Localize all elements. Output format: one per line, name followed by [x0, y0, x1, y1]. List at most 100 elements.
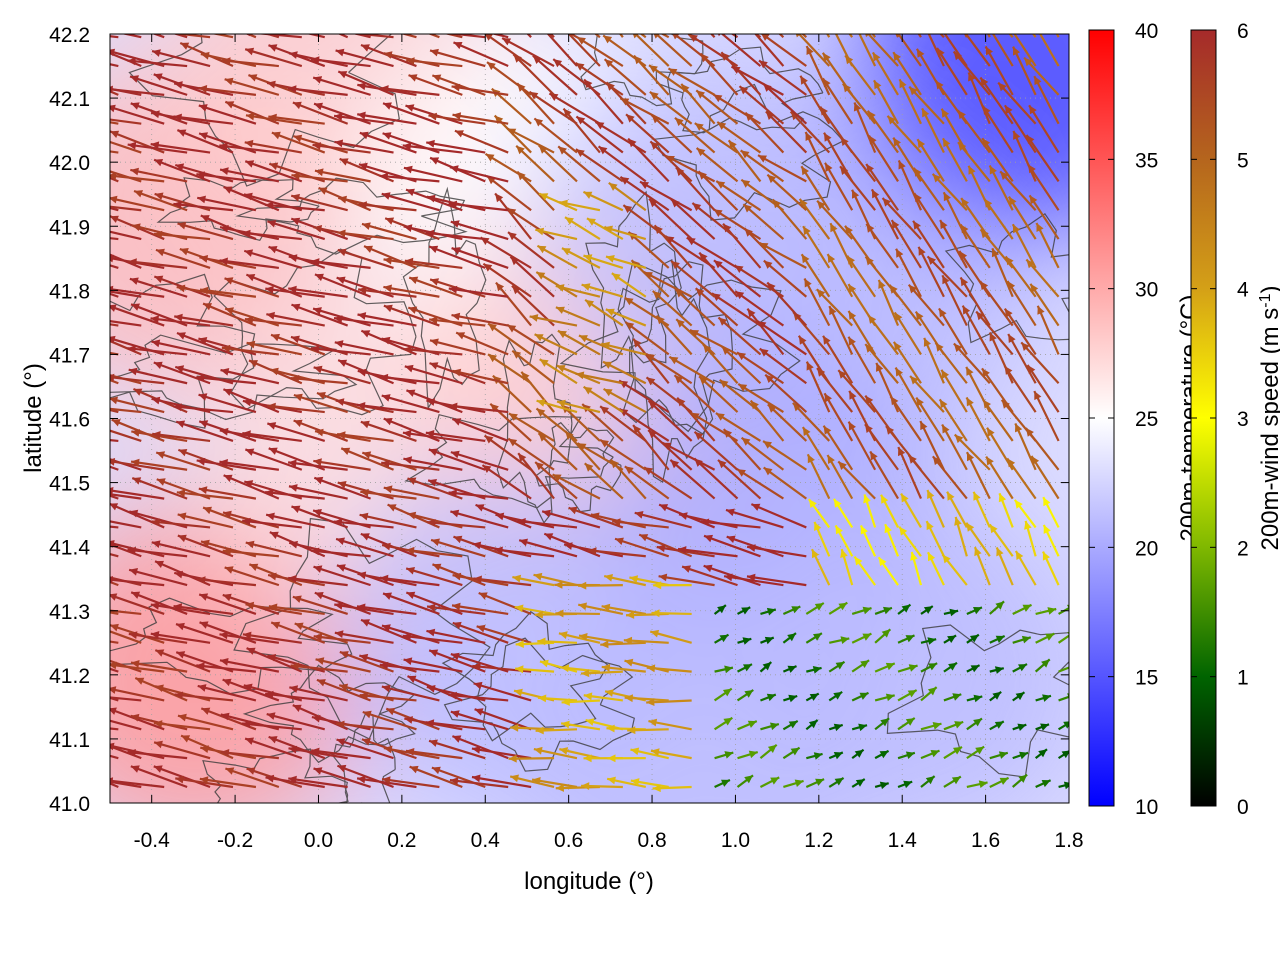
wind-vector-1090 [1013, 34, 1037, 67]
wind-vector-623 [892, 341, 922, 384]
wind-vector-454 [869, 450, 899, 500]
contour-line [110, 273, 256, 429]
wind-vector-626 [953, 342, 991, 384]
wind-vector-1066 [429, 48, 486, 68]
wind-vector-568 [583, 385, 624, 414]
wind-vector-442 [584, 462, 624, 500]
y-tick-label: 42.0 [49, 152, 90, 175]
wind-vector-429 [264, 489, 325, 500]
wind-vector-66 [630, 747, 669, 760]
wind-vector-122 [989, 720, 1005, 731]
wind-vector-355 [494, 546, 555, 558]
wind-vector-993 [695, 89, 739, 125]
wind-vector-31 [828, 776, 845, 788]
wind-vector-541 [938, 398, 968, 442]
x-tick-label: 0.6 [554, 829, 583, 852]
wind-vector-128 [110, 686, 165, 702]
wind-vector-716 [110, 285, 165, 298]
wind-vector-913 [804, 131, 831, 182]
wind-vector-857 [448, 200, 509, 212]
wind-vector-269 [451, 602, 509, 616]
wind-vector-170 [110, 661, 165, 673]
wind-vector-239 [782, 632, 797, 644]
wind-vector-116 [851, 723, 868, 732]
wind-vector-1117 [687, 34, 693, 38]
wind-vector-668 [961, 305, 991, 355]
wind-vector-928 [150, 141, 211, 154]
wind-vector-1020 [337, 70, 394, 96]
wind-vector-202 [897, 664, 918, 673]
wind-vector-1047 [984, 45, 1014, 96]
y-tick-label: 42.1 [49, 88, 90, 111]
wind-vector-174 [196, 662, 257, 673]
wind-vector-971 [173, 113, 234, 125]
wind-vector-222 [334, 630, 394, 644]
wind-vector-903 [557, 145, 601, 183]
wind-vector-553 [222, 388, 280, 414]
wind-vector-973 [224, 100, 280, 125]
wind-vector-816 [494, 192, 532, 240]
wind-vector-1044 [915, 48, 945, 96]
colorbar-tick-label: 35 [1135, 149, 1158, 172]
wind-vector-238 [760, 636, 775, 645]
wind-vector-516 [336, 431, 394, 443]
wind-vector-403 [634, 511, 692, 529]
y-tick-label: 41.0 [49, 793, 90, 816]
wind-vector-870 [766, 173, 808, 212]
wind-vector-638 [246, 340, 303, 356]
y-tick-label: 41.9 [49, 216, 90, 239]
wind-vector-57 [405, 748, 463, 760]
wind-vector-22 [581, 782, 623, 790]
wind-vector-732 [482, 262, 532, 298]
wind-vector-1010 [110, 85, 165, 96]
wind-vector-127 [110, 696, 142, 702]
wind-vector-407 [725, 508, 784, 529]
wind-vector-611 [602, 360, 647, 385]
wind-vector-979 [357, 111, 417, 125]
wind-vector-1080 [760, 34, 807, 67]
wind-vector-32 [851, 778, 866, 788]
wind-vector-136 [289, 685, 348, 702]
wind-vector-109 [648, 718, 692, 731]
wind-vector-121 [966, 717, 983, 731]
wind-vector-512 [242, 430, 302, 443]
wind-vector-579 [837, 369, 876, 413]
wind-vector-104 [535, 726, 578, 735]
wind-vector-580 [875, 362, 900, 413]
wind-vector-827 [742, 203, 785, 240]
y-tick-label: 41.8 [49, 280, 90, 303]
wind-vector-991 [649, 90, 693, 125]
wind-vector-721 [224, 277, 280, 298]
wind-vector-279 [737, 606, 751, 615]
wind-vector-1121 [778, 34, 785, 39]
wind-vector-667 [938, 307, 968, 355]
wind-vector-868 [715, 180, 762, 212]
colorbar-tick-label: 0 [1237, 796, 1249, 819]
wind-vector-79 [966, 745, 985, 760]
wind-vector-878 [967, 165, 991, 211]
wind-vector-994 [712, 93, 762, 125]
wind-vector-653 [600, 341, 647, 356]
wind-vector-157 [828, 690, 843, 702]
wind-vector-1030 [575, 62, 624, 96]
wind-vector-331 [941, 553, 968, 586]
wind-vector-340 [151, 540, 211, 558]
wind-vector-247 [966, 633, 980, 644]
wind-vector-19 [509, 774, 555, 789]
wind-vector-872 [824, 162, 854, 211]
wind-vector-26 [714, 778, 731, 788]
wind-vector-367 [813, 521, 831, 557]
wind-vector-1026 [486, 61, 532, 96]
wind-vector-448 [717, 459, 762, 500]
y-tick-label: 41.6 [49, 409, 90, 432]
wind-vector-246 [943, 634, 957, 644]
y-tick-label: 41.1 [49, 729, 90, 752]
wind-vector-657 [689, 328, 739, 356]
wind-vector-1072 [576, 36, 624, 67]
wind-vector-478 [428, 448, 486, 471]
wind-vector-641 [310, 345, 371, 356]
wind-vector-873 [839, 165, 876, 211]
wind-vector-693 [555, 306, 601, 327]
wind-vector-414 [926, 489, 945, 528]
contour-lines [110, 34, 1069, 803]
